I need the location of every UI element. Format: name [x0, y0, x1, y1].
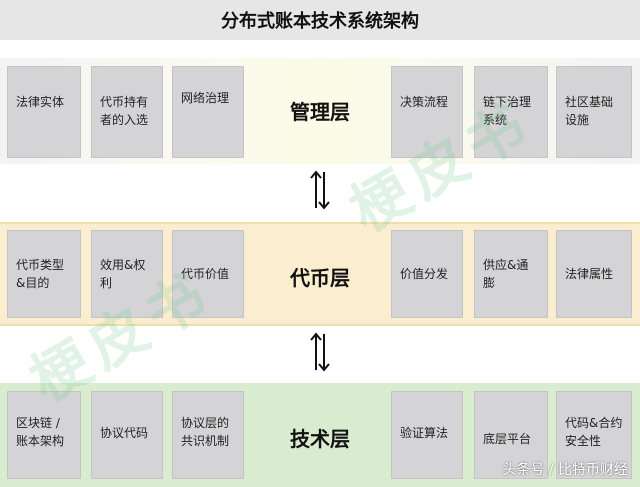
- source-credit: 头条号 / 比特币财经: [502, 462, 628, 478]
- box-value-distribution: 价值分发: [391, 230, 463, 318]
- box-validation-algorithm: 验证算法: [391, 391, 463, 479]
- box-legal-attributes: 法律属性: [556, 230, 632, 318]
- box-decision-process: 决策流程: [391, 66, 463, 158]
- box-base-platform: 底层平台: [474, 391, 548, 479]
- up-down-arrow-icon: [310, 332, 330, 372]
- box-offchain-governance: 链下治理系统: [474, 66, 548, 158]
- up-down-arrow-icon: [310, 170, 330, 210]
- technology-layer: 区块链 / 账本架构 协议代码 协议层的共识机制 技术层 验证算法 底层平台 代…: [0, 383, 640, 487]
- technology-layer-name: 技术层: [290, 427, 350, 451]
- box-token-type-purpose: 代币类型&目的: [7, 230, 81, 318]
- box-code-contract-security: 代码&合约安全性: [556, 391, 632, 479]
- box-utility-rights: 效用&权利: [91, 230, 163, 318]
- management-layer-name: 管理层: [290, 100, 350, 124]
- box-blockchain-ledger-architecture: 区块链 / 账本架构: [7, 391, 81, 479]
- token-layer-name: 代币层: [290, 266, 350, 290]
- box-token-holder-admission: 代币持有者的入选: [91, 66, 163, 158]
- box-consensus-mechanism: 协议层的共识机制: [172, 391, 244, 479]
- box-legal-entity: 法律实体: [7, 66, 81, 158]
- box-protocol-code: 协议代码: [91, 391, 163, 479]
- diagram-title: 分布式账本技术系统架构: [0, 0, 640, 40]
- management-layer: 法律实体 代币持有者的入选 网络治理 管理层 决策流程 链下治理系统 社区基础设…: [0, 58, 640, 164]
- box-token-value: 代币价值: [172, 230, 244, 318]
- token-layer: 代币类型&目的 效用&权利 代币价值 代币层 价值分发 供应&通膨 法律属性: [0, 222, 640, 326]
- box-community-infrastructure: 社区基础设施: [556, 66, 632, 158]
- box-supply-inflation: 供应&通膨: [474, 230, 548, 318]
- box-network-governance: 网络治理: [172, 66, 244, 158]
